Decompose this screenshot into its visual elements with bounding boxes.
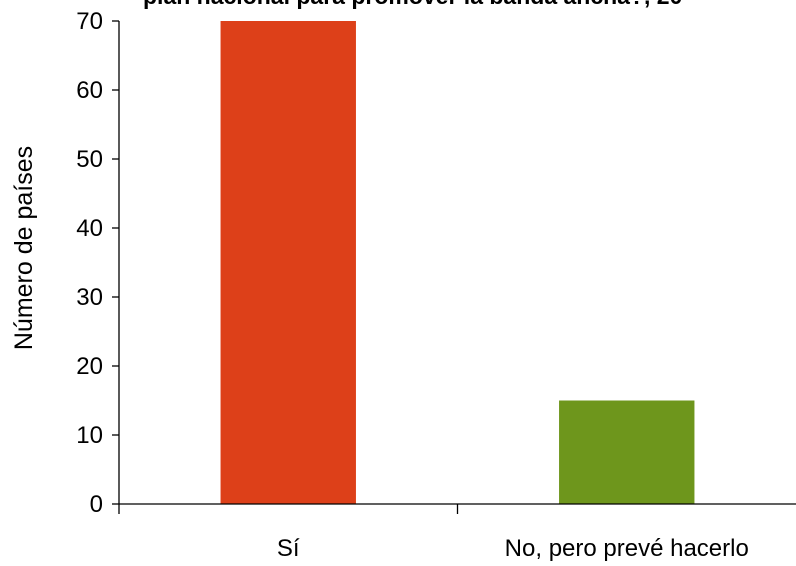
x-category-label: Sí: [277, 535, 300, 562]
x-labels-group: Sí No, pero prevé hacerlo: [277, 535, 749, 562]
axes-group: [118, 21, 796, 514]
y-tick-label: 40: [76, 215, 103, 242]
y-tick-label: 70: [76, 8, 103, 35]
y-tick-label: 0: [90, 491, 103, 518]
chart-title: plan nacional para promover la banda anc…: [143, 0, 682, 9]
y-tick-label: 30: [76, 284, 103, 311]
bar-0: [220, 21, 356, 504]
y-tick-label: 20: [76, 353, 103, 380]
y-tick-label: 10: [76, 422, 103, 449]
x-category-label: No, pero prevé hacerlo: [505, 535, 749, 562]
bar-1: [559, 400, 695, 504]
y-tick-label: 60: [76, 77, 103, 104]
y-tick-label: 50: [76, 146, 103, 173]
bars-group: [220, 21, 695, 504]
y-ticks-group: 0 10 20 30 40 50 60 70: [76, 8, 119, 518]
y-axis-title: Número de países: [10, 146, 38, 350]
